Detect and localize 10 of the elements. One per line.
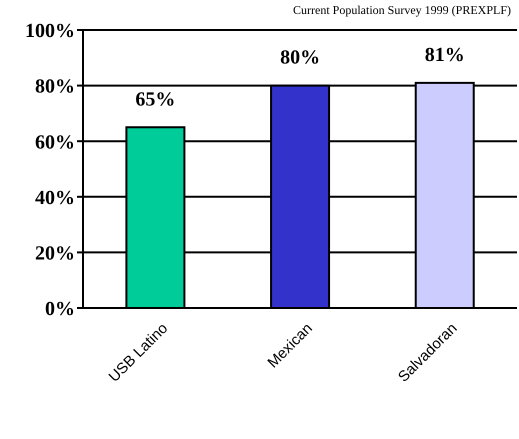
y-tick-label: 0% bbox=[45, 298, 75, 320]
y-tick-label: 20% bbox=[35, 242, 75, 264]
y-tick-label: 100% bbox=[25, 20, 75, 42]
data-label: 65% bbox=[135, 88, 176, 110]
text: Current Population Survey 1999 (PREXPLF) bbox=[293, 3, 511, 18]
y-tick-label: 80% bbox=[35, 76, 75, 98]
data-label: 80% bbox=[280, 46, 320, 69]
data-label: 81% bbox=[424, 44, 465, 66]
y-tick-label: 60% bbox=[35, 131, 75, 154]
y-tick-label: 40% bbox=[35, 186, 75, 209]
